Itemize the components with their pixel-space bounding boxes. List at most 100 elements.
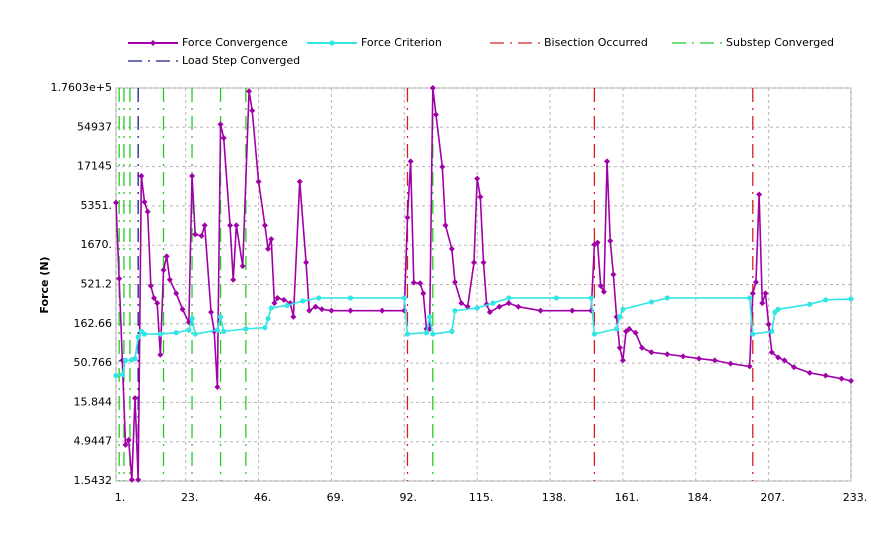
data-point (848, 377, 854, 384)
data-point (423, 330, 430, 336)
data-point (597, 282, 604, 289)
data-point (151, 294, 158, 301)
data-point (135, 334, 141, 340)
data-point (116, 275, 123, 282)
series-line (115, 297, 852, 377)
data-point (806, 369, 813, 376)
data-point (186, 327, 192, 333)
x-tick-label: 92. (400, 491, 418, 504)
y-tick-label: 17145 (77, 160, 112, 173)
data-point (265, 245, 272, 252)
data-point (239, 263, 246, 270)
data-point (404, 214, 411, 221)
data-point (147, 282, 154, 289)
data-point (490, 300, 496, 306)
data-point (807, 301, 813, 307)
data-point (442, 222, 449, 229)
data-point (306, 307, 313, 314)
data-point (505, 300, 512, 307)
data-point (747, 295, 753, 301)
data-point (451, 279, 458, 286)
data-point (328, 307, 335, 314)
data-point (664, 351, 671, 358)
data-point (616, 344, 623, 351)
data-point (192, 331, 198, 337)
data-point (255, 178, 262, 185)
data-point (604, 158, 611, 165)
series-line (115, 87, 852, 480)
data-point (201, 222, 208, 229)
y-tick-label: 50.766 (74, 356, 113, 369)
y-tick-label: 4.9447 (74, 435, 113, 448)
data-point (420, 290, 427, 297)
data-point (429, 85, 436, 91)
data-point (648, 349, 655, 356)
data-point (756, 191, 763, 198)
data-point (727, 360, 734, 367)
data-point (762, 290, 769, 297)
data-point (166, 276, 173, 283)
data-point (848, 296, 854, 302)
data-point (486, 309, 493, 316)
data-point (163, 253, 170, 260)
data-point (227, 222, 234, 229)
data-point (600, 288, 607, 295)
data-point (769, 328, 775, 334)
x-tick-label: 184. (688, 491, 713, 504)
data-point (822, 372, 829, 379)
data-point (221, 328, 227, 334)
y-tick-label: 1.7603e+5 (51, 81, 112, 94)
data-point (157, 351, 164, 358)
data-point (449, 328, 455, 334)
data-point (157, 331, 163, 337)
data-point (781, 357, 788, 364)
legend-label: Load Step Converged (182, 54, 300, 67)
data-point (141, 199, 148, 206)
legend-label: Force Criterion (361, 36, 442, 49)
data-point (711, 357, 718, 364)
x-tick-label: 207. (760, 491, 785, 504)
data-point (775, 354, 782, 361)
data-point (271, 300, 278, 307)
data-point (249, 107, 256, 114)
data-point (261, 222, 268, 229)
data-point (759, 300, 766, 307)
y-tick-label: 15.844 (74, 395, 113, 408)
data-point (128, 476, 135, 483)
data-point (496, 303, 503, 310)
x-tick-label: 23. (181, 491, 199, 504)
data-point (439, 163, 446, 170)
data-point (268, 305, 274, 311)
data-point (189, 315, 195, 322)
data-point (823, 297, 829, 303)
data-point (262, 325, 268, 331)
data-point (144, 208, 151, 215)
data-point (648, 299, 655, 305)
data-point (474, 175, 481, 182)
data-point (632, 329, 639, 336)
data-point (790, 364, 797, 371)
data-point (119, 372, 125, 378)
data-point (838, 375, 845, 382)
data-point (588, 295, 594, 301)
data-point (474, 305, 480, 311)
data-point (280, 296, 287, 303)
data-point (427, 314, 433, 320)
legend-label: Force Convergence (182, 36, 288, 49)
data-point (664, 295, 670, 301)
x-tick-label: 1. (115, 491, 126, 504)
data-point (214, 384, 221, 391)
data-point (208, 309, 215, 316)
data-point (477, 193, 484, 200)
x-tick-label: 233. (843, 491, 868, 504)
data-point (626, 325, 633, 332)
data-point (569, 307, 576, 314)
legend-marker (150, 40, 156, 46)
data-point (591, 331, 597, 337)
data-point (179, 306, 186, 313)
legend-label: Bisection Occurred (544, 36, 648, 49)
data-point (192, 231, 199, 238)
data-point (752, 279, 759, 286)
data-point (401, 295, 407, 301)
data-point (432, 111, 439, 118)
